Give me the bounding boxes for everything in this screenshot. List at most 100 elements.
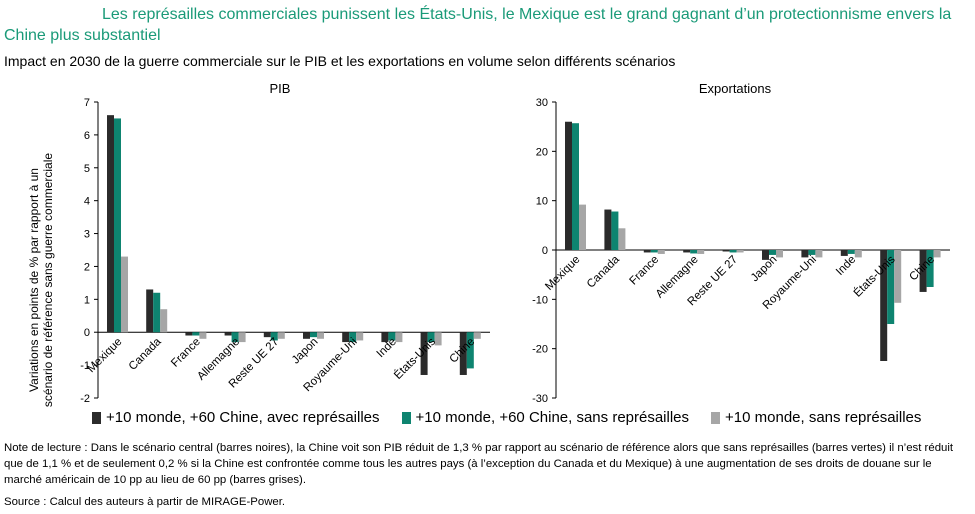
pib-bar — [381, 332, 389, 343]
pib-bar — [342, 332, 350, 343]
pib-y-tick-label: 5 — [84, 163, 90, 175]
pib-bar — [231, 332, 239, 343]
legend-label-black: +10 monde, +60 Chine, avec représailles — [106, 409, 380, 426]
pib-bar — [146, 289, 154, 333]
legend-label-green: +10 monde, +60 Chine, sans représailles — [415, 409, 690, 426]
exports-bar — [815, 250, 823, 258]
exports-bar — [657, 250, 665, 254]
exports-bar — [690, 250, 698, 254]
reading-note: Note de lecture : Dans le scénario centr… — [4, 442, 954, 486]
legend-item-black: +10 monde, +60 Chine, avec représailles — [92, 409, 380, 426]
legend-label-grey: +10 monde, sans représailles — [725, 409, 922, 426]
exports-y-tick-label: 30 — [536, 97, 548, 109]
pib-bar — [263, 332, 271, 338]
exports-bar — [618, 228, 626, 250]
chart-title: Les représailles commerciales punissent … — [4, 4, 969, 46]
exports-bar — [926, 250, 934, 287]
pib-category-label: Japon — [290, 336, 321, 367]
pib-bar — [317, 332, 324, 339]
exports-bar — [736, 250, 744, 253]
pib-y-tick-label: 4 — [84, 196, 90, 208]
exports-y-tick-label: -20 — [532, 344, 548, 356]
exports-bar — [880, 250, 888, 361]
exports-bar — [579, 204, 586, 250]
pib-y-tick-label: 1 — [84, 294, 90, 306]
pib-bar — [277, 332, 285, 339]
source-note: Source : Calcul des auteurs à partir de … — [4, 496, 286, 508]
exports-bar — [611, 211, 619, 250]
pib-bar — [434, 332, 442, 346]
pib-y-tick-label: 3 — [84, 229, 90, 241]
pib-bar — [199, 332, 207, 339]
exports-category-label: France — [628, 254, 662, 288]
pib-bar — [160, 309, 168, 333]
pib-bar — [427, 332, 435, 343]
pib-bar — [185, 332, 193, 336]
exports-bar — [894, 250, 902, 303]
exports-bar — [683, 250, 691, 253]
chart-subtitle: Impact en 2030 de la guerre commerciale … — [4, 53, 676, 69]
pib-bar — [121, 256, 128, 333]
legend-item-grey: +10 monde, sans représailles — [711, 409, 921, 426]
exports-bar — [643, 250, 651, 253]
pib-y-tick-label: 7 — [84, 97, 90, 109]
exports-category-label: Inde — [834, 254, 858, 278]
pib-y-tick-label: 6 — [84, 130, 90, 142]
pib-y-tick-label: -2 — [80, 393, 90, 405]
pib-y-tick-label: -1 — [80, 360, 90, 372]
exports-bar — [854, 250, 862, 258]
exports-category-label: Mexique — [543, 254, 582, 293]
legend-swatch-black — [92, 411, 101, 424]
pib-bar — [395, 332, 403, 343]
pib-bar — [107, 115, 114, 333]
legend-swatch-grey — [711, 411, 721, 424]
pib-bar — [459, 332, 467, 375]
exports-bar — [697, 250, 705, 254]
pib-bar — [238, 332, 246, 343]
exports-y-tick-label: 0 — [542, 245, 548, 257]
pib-y-tick-label: 2 — [84, 261, 90, 273]
pib-bar — [356, 332, 364, 341]
exports-bar — [919, 250, 927, 292]
pib-category-label: Mexique — [85, 336, 124, 375]
exports-bar — [762, 250, 769, 260]
exports-y-tick-label: 20 — [536, 146, 548, 158]
exports-y-tick-label: 10 — [536, 196, 548, 208]
pib-y-axis-label-line1: Variations en points de % par rapport à … — [27, 168, 41, 392]
exports-bar — [808, 250, 816, 255]
pib-bar — [349, 332, 357, 343]
pib-bar — [270, 332, 278, 341]
pib-y-tick-label: 0 — [84, 327, 90, 339]
exports-bar — [847, 250, 855, 254]
exports-bar — [933, 250, 941, 258]
pib-bar — [473, 332, 481, 339]
exports-bar — [722, 250, 730, 252]
exports-bar — [650, 250, 658, 253]
pib-category-label: Canada — [127, 335, 164, 372]
pib-bar — [224, 332, 232, 336]
pib-category-label: France — [169, 336, 203, 370]
pib-bar — [114, 118, 121, 333]
exports-category-label: Canada — [585, 253, 622, 290]
exports-bar — [840, 250, 848, 256]
exports-bar — [729, 250, 737, 253]
exports-bar — [769, 250, 776, 255]
pib-bar — [310, 332, 317, 338]
exports-bar — [604, 209, 612, 250]
legend-swatch-green — [401, 411, 411, 424]
chart-title-text: Les représailles commerciales punissent … — [4, 6, 952, 44]
legend-item-green: +10 monde, +60 Chine, sans représailles — [401, 409, 690, 426]
pib-panel-title: PIB — [270, 81, 291, 96]
exports-bar — [776, 250, 783, 258]
exports-bar — [572, 123, 579, 250]
pib-bar — [192, 332, 200, 336]
exports-bar — [565, 121, 572, 250]
exports-panel-title: Exportations — [699, 81, 772, 96]
pib-y-axis-label-line2: scénario de référence sans guerre commer… — [41, 153, 55, 407]
legend: +10 monde, +60 Chine, avec représailles … — [92, 409, 921, 426]
exports-y-tick-label: -10 — [532, 294, 548, 306]
exports-bar — [887, 250, 895, 324]
pib-bar — [153, 292, 161, 333]
pib-bar — [388, 332, 396, 341]
